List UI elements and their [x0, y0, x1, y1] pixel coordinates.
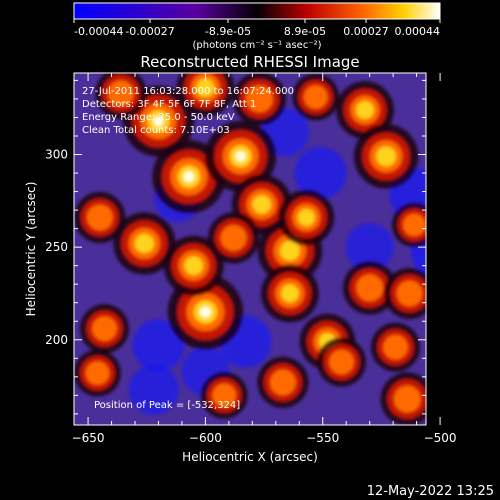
hot-spot	[74, 349, 121, 397]
info-line-detectors: Detectors: 3F 4F 5F 6F 7F 8F, Att 1	[82, 99, 256, 110]
timestamp: 12-May-2022 13:25	[367, 484, 494, 499]
hot-spot	[163, 235, 224, 296]
info-annotation: 27-Jul-2011 16:03:28.000 to 16:07:24.000…	[82, 86, 294, 411]
hot-spot	[336, 81, 394, 140]
hot-spot	[391, 202, 426, 248]
hot-spot	[205, 120, 277, 192]
hot-spot	[278, 189, 335, 246]
heatmap-image	[74, 73, 426, 425]
hot-spot	[380, 372, 426, 425]
hot-spot	[176, 73, 235, 117]
colorbar-tick-label: -0.00044	[74, 25, 123, 38]
y-axis: 200 250 300	[45, 79, 426, 415]
hot-spot	[79, 304, 130, 354]
hot-spot	[370, 322, 421, 372]
hot-spot	[383, 267, 426, 320]
y-tick-label: 300	[45, 148, 68, 162]
x-tick-label: −600	[189, 431, 222, 445]
x-tick-label: −550	[306, 431, 339, 445]
info-line-time: 27-Jul-2011 16:03:28.000 to 16:07:24.000	[82, 86, 294, 97]
x-tick-label: −650	[72, 431, 105, 445]
y-axis-label: Heliocentric Y (arcsec)	[24, 182, 38, 317]
hot-spot	[200, 371, 248, 419]
cold-spot	[345, 223, 394, 272]
colorbar-gradient	[73, 2, 441, 20]
colorbar-tick-label: 0.00027	[343, 25, 389, 38]
y-tick-label: 250	[45, 240, 68, 254]
cold-spot	[294, 147, 347, 200]
colorbar-tick-label: 8.9e-05	[284, 25, 326, 38]
colorbar-tick-label: -0.00027	[125, 25, 174, 38]
cold-spot	[128, 364, 179, 415]
hot-spot	[292, 73, 340, 121]
info-line-energy: Energy Range: 25.0 - 50.0 keV	[82, 112, 235, 123]
colorbar: -0.00044 -0.00027 -8.9e-05 8.9e-05 0.00027 0.…	[73, 2, 441, 51]
hot-spot	[260, 264, 319, 323]
colorbar-tick-label: 0.00044	[395, 25, 441, 38]
x-axis: −650 −600 −550 −500	[72, 73, 457, 445]
colorbar-tick-label: -8.9e-05	[205, 25, 251, 38]
hot-spot	[353, 124, 419, 189]
plot-title: Reconstructed RHESSI Image	[140, 53, 359, 71]
hot-spot	[74, 191, 126, 244]
hot-spot	[232, 73, 287, 126]
peak-position-label: Position of Peak = [-532,324]	[94, 400, 240, 411]
hot-spot	[257, 356, 309, 409]
hot-spot	[167, 274, 244, 350]
x-tick-label: −500	[424, 431, 457, 445]
hot-spot	[342, 261, 397, 315]
plot-frame	[73, 72, 427, 426]
y-tick-label: 200	[45, 333, 68, 347]
x-axis-label: Heliocentric X (arcsec)	[182, 450, 318, 464]
hot-spot	[95, 73, 147, 120]
hot-spot	[113, 212, 176, 275]
hot-spot	[316, 337, 367, 387]
colorbar-unit-label: (photons cm⁻² s⁻¹ asec⁻²)	[192, 40, 321, 51]
info-line-clean: Clean Total counts: 7.10E+03	[82, 125, 230, 136]
cold-spot	[132, 319, 185, 372]
hot-spot	[207, 212, 260, 264]
